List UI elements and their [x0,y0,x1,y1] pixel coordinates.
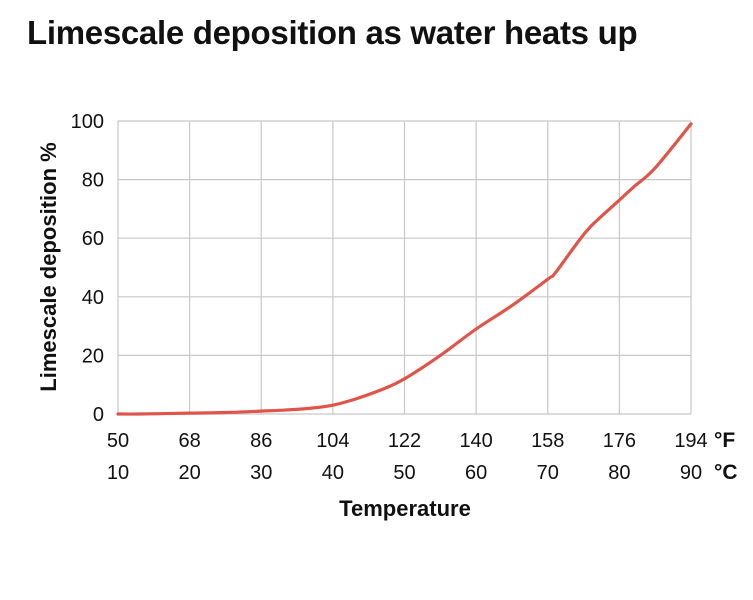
y-axis-label: Limescale deposition % [36,142,61,391]
x-tick-label-celsius: 10 [107,462,129,484]
x-tick-label-fahrenheit: 176 [603,430,636,452]
x-tick-label-fahrenheit: 158 [531,430,564,452]
x-tick-label-celsius: 80 [608,462,630,484]
x-unit-fahrenheit: °F [714,429,735,452]
x-unit-celsius: °C [714,461,738,484]
x-tick-label-celsius: 60 [465,462,487,484]
x-tick-label-celsius: 40 [322,462,344,484]
x-tick-label-celsius: 90 [680,462,702,484]
x-axis-label: Temperature [339,496,471,521]
y-tick-label: 0 [93,404,104,426]
x-tick-label-fahrenheit: 68 [179,430,201,452]
x-tick-label-celsius: 20 [179,462,201,484]
x-tick-label-fahrenheit: 86 [250,430,272,452]
series-layer [116,122,693,416]
y-tick-label: 60 [82,228,104,250]
y-tick-label: 40 [82,287,104,309]
x-tick-label-fahrenheit: 104 [316,430,349,452]
x-tick-label-fahrenheit: 194 [674,430,707,452]
x-tick-label-fahrenheit: 140 [459,430,492,452]
x-tick-label-fahrenheit: 50 [107,430,129,452]
gridlines [117,120,692,415]
chart-title: Limescale deposition as water heats up [27,14,638,51]
x-tick-labels-celsius: 10 20 30 40 50 60 70 80 90 [107,462,702,484]
x-tick-label-celsius: 30 [250,462,272,484]
y-tick-label: 100 [71,111,104,133]
x-tick-label-celsius: 50 [393,462,415,484]
y-tick-labels: 0 20 40 60 80 100 [71,111,104,426]
x-tick-label-fahrenheit: 122 [388,430,421,452]
series-line [116,122,693,416]
y-tick-label: 20 [82,345,104,367]
y-tick-label: 80 [82,170,104,192]
x-tick-label-celsius: 70 [537,462,559,484]
x-tick-labels-fahrenheit: 50 68 86 104 122 140 158 176 194 [107,430,708,452]
